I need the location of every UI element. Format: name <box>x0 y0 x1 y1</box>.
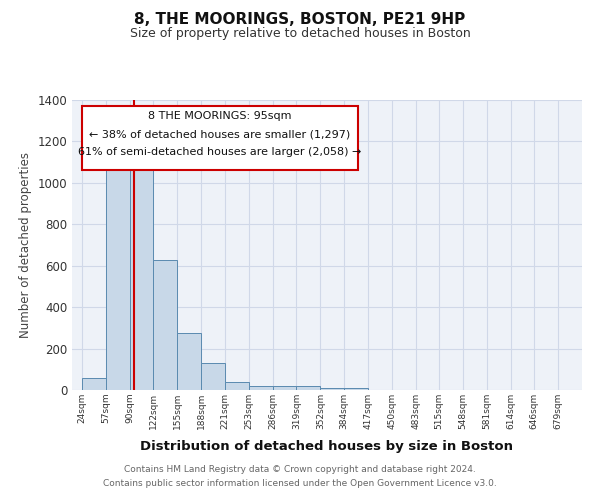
Text: Contains HM Land Registry data © Crown copyright and database right 2024.
Contai: Contains HM Land Registry data © Crown c… <box>103 466 497 487</box>
Bar <box>296 386 320 390</box>
Bar <box>225 382 248 390</box>
Bar <box>106 168 130 390</box>
Bar <box>320 388 344 390</box>
Text: 8 THE MOORINGS: 95sqm: 8 THE MOORINGS: 95sqm <box>148 111 292 121</box>
FancyBboxPatch shape <box>82 106 358 170</box>
Bar <box>248 386 272 390</box>
Text: ← 38% of detached houses are smaller (1,297): ← 38% of detached houses are smaller (1,… <box>89 129 350 139</box>
Bar <box>178 333 202 390</box>
X-axis label: Distribution of detached houses by size in Boston: Distribution of detached houses by size … <box>140 440 514 454</box>
Bar <box>344 388 368 390</box>
Bar <box>130 144 154 390</box>
Bar <box>202 363 225 390</box>
Text: 61% of semi-detached houses are larger (2,058) →: 61% of semi-detached houses are larger (… <box>78 148 362 158</box>
Text: 8, THE MOORINGS, BOSTON, PE21 9HP: 8, THE MOORINGS, BOSTON, PE21 9HP <box>134 12 466 28</box>
Bar <box>272 386 296 390</box>
Y-axis label: Number of detached properties: Number of detached properties <box>19 152 32 338</box>
Bar <box>154 260 178 390</box>
Bar <box>82 378 106 390</box>
Text: Size of property relative to detached houses in Boston: Size of property relative to detached ho… <box>130 28 470 40</box>
